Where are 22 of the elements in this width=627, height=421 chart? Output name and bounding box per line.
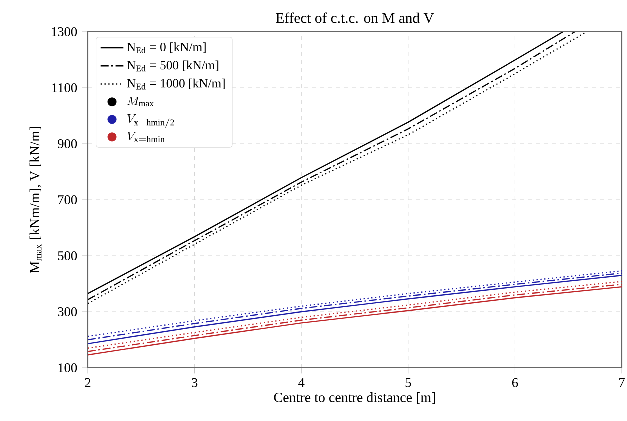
x-tick-label: 5 <box>406 378 412 388</box>
y-tick-label: 700 <box>58 196 78 204</box>
y-tick-label: 300 <box>58 308 78 316</box>
chart-title: Effect of c.t.c. on M and V <box>276 12 434 24</box>
annotation: N$_{Ed}$ = 0 [kN/m] <box>127 42 206 54</box>
x-tick-label: 7 <box>620 378 625 388</box>
x-tick-label: 2 <box>85 378 91 388</box>
x-tick-label: 4 <box>298 378 305 388</box>
y-tick-label: 1300 <box>52 28 78 36</box>
x-tick-label: 3 <box>192 378 198 388</box>
annotation: N$_{Ed}$ = 1000 [kN/m] <box>127 78 225 90</box>
y-tick-label: 500 <box>58 252 78 260</box>
legend-label: $M_{\mathrm{max}}$ <box>127 97 154 107</box>
y-tick-label: 100 <box>58 364 78 372</box>
legend-label: $V_{\mathrm{x = hmin/2}}$ <box>128 114 174 128</box>
y-tick-label: 1100 <box>52 84 78 92</box>
x-tick-label: 6 <box>512 378 518 388</box>
legend-label: $V_{\mathrm{x = hmin}}$ <box>128 132 165 142</box>
y-axis-title: M$_{max}$ [kNm/m], V [kN/m] <box>30 127 42 274</box>
y-tick-label: 900 <box>58 140 78 148</box>
x-axis-title: Centre to centre distance [m] <box>274 392 436 404</box>
annotation: N$_{Ed}$ = 500 [kN/m] <box>127 60 219 72</box>
